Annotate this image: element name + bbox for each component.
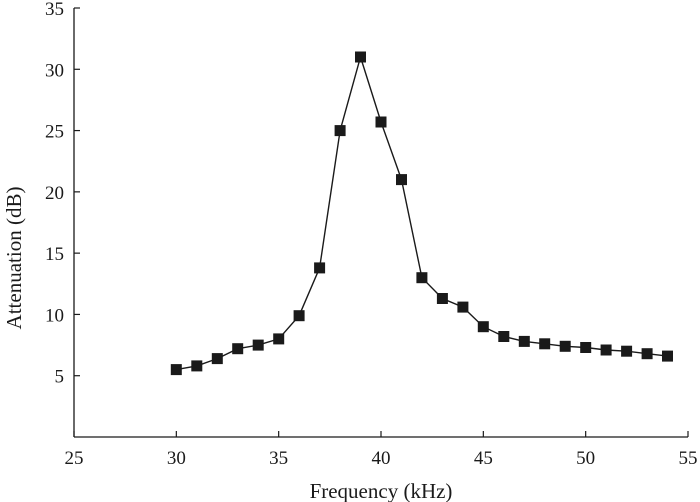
data-point — [170, 364, 182, 376]
data-point — [477, 321, 489, 333]
x-tick-label: 55 — [679, 448, 698, 469]
y-tick-label: 15 — [45, 244, 64, 265]
data-point — [375, 116, 387, 128]
x-axis-ticks: 25 30 35 40 45 50 55 — [65, 431, 698, 469]
axes — [73, 8, 688, 438]
data-point — [559, 340, 571, 352]
x-tick-label: 35 — [269, 448, 288, 469]
data-point — [662, 350, 673, 362]
data-point — [334, 125, 346, 137]
data-point — [273, 333, 285, 345]
x-tick-label: 45 — [474, 448, 493, 469]
series-group — [170, 51, 673, 376]
y-tick-label: 25 — [45, 122, 64, 143]
x-tick-label: 50 — [576, 448, 595, 469]
y-tick-label: 35 — [45, 0, 64, 20]
data-point — [355, 51, 366, 63]
data-point — [518, 335, 530, 347]
series-line — [176, 54, 668, 371]
y-tick-label: 20 — [45, 183, 64, 204]
x-tick-label: 30 — [167, 448, 186, 469]
y-tick-label: 30 — [45, 60, 64, 81]
x-tick-label: 40 — [372, 448, 391, 469]
data-point — [498, 331, 510, 342]
data-point — [293, 310, 305, 322]
data-point — [621, 345, 633, 357]
data-point — [191, 360, 203, 372]
data-point — [252, 339, 264, 351]
data-point — [314, 262, 326, 274]
data-point — [436, 293, 448, 304]
data-point — [600, 344, 612, 356]
data-point — [211, 353, 223, 365]
data-point — [416, 272, 428, 284]
data-point — [539, 338, 551, 350]
y-tick-label: 10 — [45, 305, 64, 326]
data-point — [232, 343, 244, 355]
y-axis-label: Attenuation (dB) — [2, 187, 26, 330]
y-tick-label: 5 — [55, 367, 65, 388]
y-axis-ticks: 5 10 15 20 25 30 35 — [45, 0, 80, 388]
x-tick-label: 25 — [65, 448, 84, 469]
data-point — [396, 174, 407, 186]
data-point — [580, 342, 592, 353]
data-point — [641, 348, 653, 360]
x-axis-label: Frequency (kHz) — [310, 479, 453, 502]
data-point — [457, 301, 469, 313]
